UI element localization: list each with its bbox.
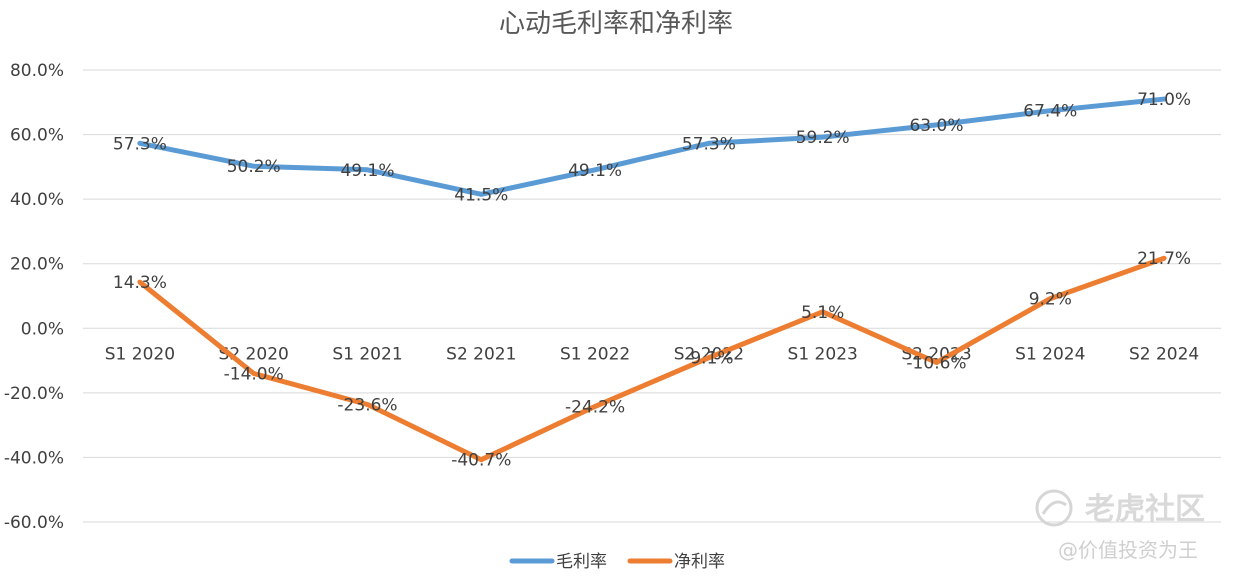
data-label: -10.6% <box>906 354 966 374</box>
watermark-brand: 老虎社区 <box>1085 492 1205 527</box>
watermark: 老虎社区 @价值投资为王 <box>1035 489 1205 562</box>
data-label: 5.1% <box>801 303 844 323</box>
series-line-2 <box>137 255 1167 463</box>
x-tick-label: S1 2022 <box>560 344 630 364</box>
data-label: 49.1% <box>340 161 394 181</box>
y-tick-label: -60.0% <box>4 513 64 533</box>
watermark-author: @价值投资为王 <box>1058 538 1198 562</box>
legend-label: 毛利率 <box>556 552 607 572</box>
y-tick-label: 20.0% <box>10 255 64 275</box>
y-tick-label: 80.0% <box>10 61 64 81</box>
data-label: 57.3% <box>682 134 736 154</box>
data-label: 67.4% <box>1023 102 1077 122</box>
x-tick-label: S2 2023 <box>901 344 971 364</box>
data-label: -14.0% <box>224 364 284 384</box>
data-label: 21.7% <box>1137 249 1191 269</box>
legend-label: 净利率 <box>674 552 725 572</box>
data-label: -23.6% <box>337 395 397 415</box>
y-tick-label: -20.0% <box>4 384 64 404</box>
legend: 毛利率 净利率 <box>509 552 725 572</box>
x-tick-label: S1 2024 <box>1015 344 1085 364</box>
data-label: -24.2% <box>565 397 625 417</box>
data-label: 50.2% <box>227 157 281 177</box>
x-tick-label: S1 2021 <box>332 344 402 364</box>
data-label: 41.5% <box>454 185 508 205</box>
x-axis: S1 2020 S2 2020 S1 2021 S2 2021 S1 2022 S2 20… <box>105 344 1199 364</box>
series-line-1 <box>137 96 1167 197</box>
data-label: 71.0% <box>1137 90 1191 110</box>
data-label: 59.2% <box>796 128 850 148</box>
data-labels: 57.3% 50.2% 49.1% 41.5% 49.1% 57.3% 59.2% 63.0%… <box>113 90 1191 471</box>
chart-title: 心动毛利率和净利率 <box>499 9 733 39</box>
series-lines <box>137 96 1167 463</box>
data-label: 14.3% <box>113 273 167 293</box>
data-label: 57.3% <box>113 134 167 154</box>
tiger-logo-icon <box>1035 489 1073 527</box>
x-tick-label: S2 2024 <box>1129 344 1199 364</box>
data-label: 9.2% <box>1029 290 1072 310</box>
y-axis: 80.0% 60.0% 40.0% 20.0% 0.0% -20.0% -40.0% -60.… <box>4 61 64 533</box>
y-tick-label: 60.0% <box>10 126 64 146</box>
data-label: -9.1% <box>684 349 733 369</box>
y-tick-label: -40.0% <box>4 448 64 468</box>
data-label: 63.0% <box>909 116 963 136</box>
x-tick-label: S1 2020 <box>105 344 175 364</box>
x-tick-label: S1 2023 <box>788 344 858 364</box>
gridlines <box>83 69 1221 523</box>
data-label: -40.7% <box>451 451 511 471</box>
y-tick-label: 0.0% <box>21 319 64 339</box>
x-tick-label: S2 2021 <box>446 344 516 364</box>
data-label: 49.1% <box>568 161 622 181</box>
y-tick-label: 40.0% <box>10 190 64 210</box>
